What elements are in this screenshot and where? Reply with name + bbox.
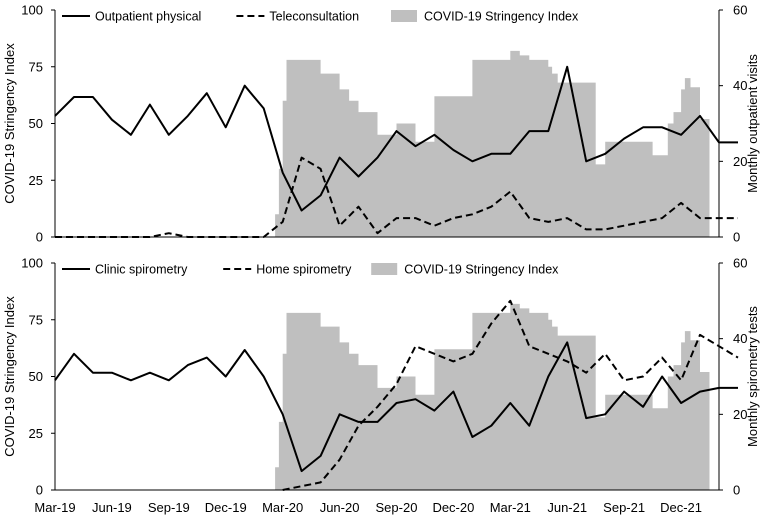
legend-label-clinic-spirometry: Clinic spirometry xyxy=(95,263,188,277)
right-tick-label: 0 xyxy=(733,483,740,498)
left-tick-label: 50 xyxy=(29,116,43,131)
series-line-teleconsultation-panel-1 xyxy=(55,156,738,238)
x-tick-label: Mar-21 xyxy=(490,500,531,515)
left-axis-title: COVID-19 Stringency Index xyxy=(2,43,17,204)
left-tick-label: 25 xyxy=(29,173,43,188)
right-tick-label: 40 xyxy=(733,78,747,93)
x-tick-label: Mar-20 xyxy=(262,500,303,515)
x-tick-label: Sep-19 xyxy=(148,500,190,515)
legend-label-covid-19-stringency-index: COVID-19 Stringency Index xyxy=(424,10,579,24)
legend-swatch-covid-19-stringency-index xyxy=(391,10,417,22)
x-tick-label: Jun-21 xyxy=(547,500,587,515)
left-tick-label: 0 xyxy=(36,230,43,245)
legend-label-covid-19-stringency-index: COVID-19 Stringency Index xyxy=(404,263,559,277)
left-tick-label: 75 xyxy=(29,59,43,74)
x-tick-label: Sep-20 xyxy=(376,500,418,515)
right-tick-label: 20 xyxy=(733,154,747,169)
right-tick-label: 60 xyxy=(733,256,747,271)
x-tick-label: Dec-19 xyxy=(205,500,247,515)
stringency-area-panel-2 xyxy=(275,303,710,490)
legend-label-outpatient-physical: Outpatient physical xyxy=(95,10,201,24)
left-tick-label: 100 xyxy=(21,256,43,271)
series-line-home-spirometry-panel-2 xyxy=(282,299,739,491)
left-tick-label: 100 xyxy=(21,3,43,18)
right-tick-label: 40 xyxy=(733,331,747,346)
left-tick-label: 50 xyxy=(29,369,43,384)
x-tick-label: Jun-20 xyxy=(320,500,360,515)
x-tick-label: Mar-19 xyxy=(34,500,75,515)
left-axis-title: COVID-19 Stringency Index xyxy=(2,296,17,457)
legend-label-home-spirometry: Home spirometry xyxy=(256,263,352,277)
series-line-clinic-spirometry-panel-2 xyxy=(54,341,738,473)
legend-label-teleconsultation: Teleconsultation xyxy=(269,10,359,24)
right-axis-title: Monthly outpatient visits xyxy=(745,54,760,193)
left-tick-label: 75 xyxy=(29,312,43,327)
right-axis-title: Monthly spirometry tests xyxy=(745,306,760,447)
x-tick-label: Dec-21 xyxy=(660,500,702,515)
stringency-area-panel-1 xyxy=(275,50,710,238)
legend-swatch-covid-19-stringency-index xyxy=(371,263,398,275)
x-tick-label: Jun-19 xyxy=(92,500,132,515)
left-tick-label: 0 xyxy=(36,483,43,498)
x-tick-label: Sep-21 xyxy=(603,500,645,515)
left-tick-label: 25 xyxy=(29,426,43,441)
right-tick-label: 20 xyxy=(733,407,747,422)
series-line-outpatient-physical-panel-1 xyxy=(54,65,738,212)
right-tick-label: 0 xyxy=(733,230,740,245)
x-tick-label: Dec-20 xyxy=(432,500,474,515)
right-tick-label: 60 xyxy=(733,3,747,18)
